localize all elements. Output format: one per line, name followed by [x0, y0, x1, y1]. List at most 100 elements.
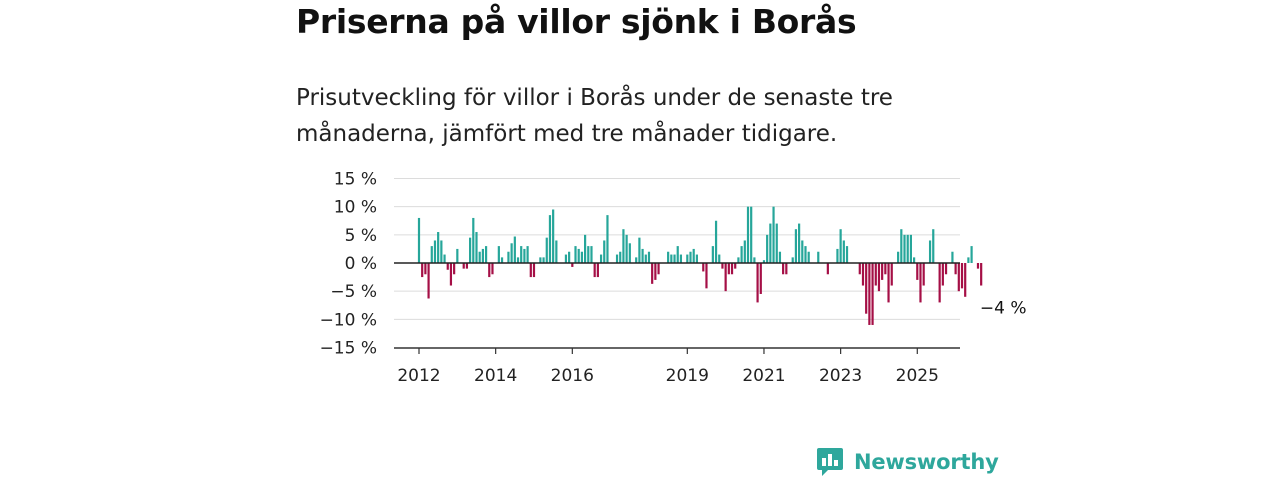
- bar: [580, 251, 583, 263]
- bar: [753, 257, 756, 263]
- bar: [424, 263, 427, 275]
- bar: [599, 254, 603, 263]
- bar: [916, 263, 919, 280]
- y-tick-label: −5 %: [330, 282, 377, 302]
- bar: [539, 257, 542, 263]
- bar: [980, 263, 983, 286]
- bar: [734, 263, 737, 269]
- bar: [542, 257, 545, 263]
- bar: [724, 263, 727, 292]
- bar: [890, 263, 893, 286]
- bar: [775, 223, 778, 263]
- bar: [794, 229, 798, 263]
- bar: [587, 246, 590, 263]
- bar: [513, 236, 516, 263]
- bar: [750, 206, 753, 263]
- bar: [702, 263, 705, 272]
- bar: [555, 240, 558, 263]
- bar: [884, 263, 887, 275]
- bar: [964, 263, 967, 297]
- bar: [798, 223, 801, 263]
- bar: [497, 246, 500, 263]
- bar: [651, 263, 654, 284]
- bar: [638, 237, 641, 263]
- bar: [778, 251, 782, 263]
- bar: [670, 254, 673, 263]
- bar: [552, 209, 555, 263]
- y-tick-label: 10 %: [334, 198, 377, 218]
- bar: [488, 263, 491, 278]
- bar: [625, 234, 628, 263]
- bar: [714, 220, 718, 263]
- bar: [615, 254, 619, 263]
- bar: [868, 263, 871, 325]
- bar: [692, 248, 695, 263]
- bar: [877, 263, 881, 292]
- bar: [874, 263, 877, 286]
- bar: [679, 254, 683, 263]
- bar: [845, 246, 849, 263]
- bar: [801, 240, 804, 263]
- y-tick-label: 0 %: [345, 254, 377, 274]
- bar: [590, 246, 593, 263]
- bar: [766, 234, 769, 263]
- bar: [756, 263, 759, 303]
- bar: [759, 263, 762, 294]
- bar: [954, 263, 957, 275]
- bar: [673, 254, 676, 263]
- x-tick-label: 2016: [551, 366, 594, 386]
- bar: [897, 251, 900, 263]
- bar: [430, 246, 433, 263]
- bar: [906, 234, 909, 263]
- bar: [491, 263, 494, 275]
- bar: [976, 263, 980, 269]
- bar: [456, 248, 459, 263]
- bar: [568, 251, 571, 263]
- bar: [574, 246, 577, 263]
- bar: [721, 263, 724, 269]
- bar: [919, 263, 922, 303]
- bar: [593, 263, 596, 278]
- x-tick-label: 2025: [896, 366, 939, 386]
- bar: [545, 237, 548, 263]
- bar: [960, 263, 964, 289]
- bar: [839, 229, 842, 263]
- bar: [641, 248, 644, 263]
- bar: [970, 246, 973, 263]
- bar: [887, 263, 890, 303]
- bar: [453, 263, 456, 275]
- bar: [667, 251, 670, 263]
- x-tick-label: 2014: [474, 366, 517, 386]
- bar: [647, 251, 651, 263]
- bar: [817, 251, 820, 263]
- bar: [628, 243, 631, 263]
- bar: [804, 246, 807, 263]
- bar: [475, 232, 478, 263]
- bar: [695, 254, 698, 263]
- bar: [417, 217, 421, 263]
- bar: [928, 240, 932, 263]
- bar: [548, 215, 552, 263]
- bar: [619, 251, 622, 263]
- bar: [443, 254, 446, 263]
- bar: [871, 263, 874, 325]
- y-tick-label: 5 %: [345, 226, 377, 246]
- bar: [584, 234, 587, 263]
- bar: [730, 263, 734, 275]
- bar: [842, 240, 845, 263]
- bar: [772, 206, 775, 263]
- bar: [603, 240, 606, 263]
- bar: [727, 263, 730, 275]
- bar: [571, 263, 574, 267]
- bar: [421, 263, 424, 278]
- x-tick-label: 2019: [666, 366, 709, 386]
- bar: [520, 246, 523, 263]
- bar: [462, 263, 465, 269]
- bar: [472, 217, 475, 263]
- bar: [881, 263, 884, 280]
- bar: [484, 246, 488, 263]
- bar: [654, 263, 657, 280]
- bar: [826, 263, 829, 275]
- bar: [427, 263, 430, 299]
